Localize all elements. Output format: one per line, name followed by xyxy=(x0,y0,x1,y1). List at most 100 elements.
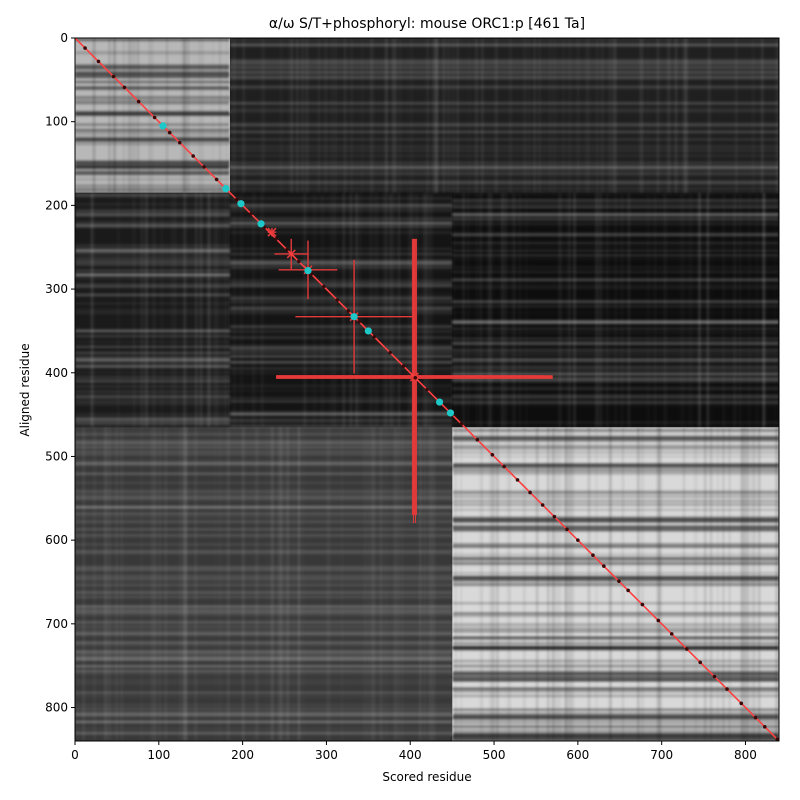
stripe-1-95 xyxy=(452,733,779,736)
vstripe-1-3 xyxy=(460,427,462,741)
stripe-4-2 xyxy=(230,372,453,374)
stripe-1-82 xyxy=(452,646,779,650)
stripe-4-12 xyxy=(230,367,453,370)
vstripe-5-25 xyxy=(462,192,465,428)
stripe-2-18 xyxy=(75,704,453,706)
vstripe-3-14 xyxy=(334,38,337,193)
vstripe-2-25 xyxy=(424,427,426,741)
stripe-0-1 xyxy=(75,192,231,195)
vstripe-3-81 xyxy=(305,38,307,193)
stripe-4-8 xyxy=(230,266,453,269)
cyan-point-0 xyxy=(159,122,167,130)
stripe-4-54 xyxy=(230,252,453,256)
vstripe-1-18 xyxy=(595,427,597,741)
diag-dot xyxy=(528,490,532,495)
stripe-3-3 xyxy=(230,87,779,89)
stripe-2-92 xyxy=(75,591,453,594)
vstripe-3-26 xyxy=(640,38,642,193)
vstripe-3-30 xyxy=(481,38,483,193)
vstripe-3-62 xyxy=(233,38,236,193)
stripe-4-15 xyxy=(230,356,453,358)
stripe-6-54 xyxy=(75,400,231,403)
vstripe-2-42 xyxy=(380,427,382,741)
stripe-1-38 xyxy=(452,464,779,466)
vstripe-1-27 xyxy=(492,427,495,741)
stripe-6-44 xyxy=(75,380,231,383)
stripe-4-67 xyxy=(230,330,453,333)
stripe-1-29 xyxy=(452,509,779,510)
vstripe-0-22 xyxy=(212,38,214,193)
stripe-1-62 xyxy=(452,521,779,523)
vstripe-5-23 xyxy=(665,192,667,428)
vstripe-1-48 xyxy=(741,427,744,741)
vstripe-3-58 xyxy=(563,38,565,193)
stripe-6-64 xyxy=(75,260,231,264)
vstripe-2-13 xyxy=(367,427,369,741)
stripe-1-45 xyxy=(452,509,779,511)
vstripe-3-52 xyxy=(452,38,454,193)
x-tick-label: 0 xyxy=(71,748,79,762)
stripe-2-56 xyxy=(75,669,453,673)
stripe-4-35 xyxy=(230,347,453,351)
stripe-3-5 xyxy=(230,65,779,68)
vstripe-5-43 xyxy=(774,192,776,428)
vstripe-2-45 xyxy=(293,427,295,741)
stripe-2-80 xyxy=(75,650,453,654)
stripe-3-41 xyxy=(230,168,779,172)
vstripe-2-22 xyxy=(326,427,328,741)
vstripe-1-23 xyxy=(775,427,778,741)
stripe-1-66 xyxy=(452,664,779,668)
diag-dot xyxy=(96,59,101,64)
vstripe-3-77 xyxy=(304,38,306,193)
x-tick-label: 500 xyxy=(483,748,506,762)
stripe-4-61 xyxy=(230,401,453,403)
stripe-2-26 xyxy=(75,573,453,576)
stripe-3-19 xyxy=(230,108,779,110)
vstripe-1-24 xyxy=(508,427,511,741)
vstripe-3-25 xyxy=(685,38,688,193)
stripe-1-39 xyxy=(452,553,779,556)
stripe-2-50 xyxy=(75,491,453,494)
diag-dot xyxy=(502,464,506,469)
vstripe-3-87 xyxy=(553,38,554,193)
vstripe-5-52 xyxy=(569,192,570,428)
stripe-2-72 xyxy=(75,707,453,710)
vstripe-2-26 xyxy=(76,427,78,741)
stripe-6-47 xyxy=(75,335,231,336)
vstripe-2-17 xyxy=(394,427,396,741)
vstripe-1-29 xyxy=(547,427,550,741)
vstripe-5-2 xyxy=(526,192,527,428)
vstripe-3-39 xyxy=(426,38,429,193)
vstripe-4-29 xyxy=(383,192,385,428)
vstripe-2-11 xyxy=(270,427,273,741)
stripe-6-0 xyxy=(75,364,231,368)
stripe-4-42 xyxy=(230,420,453,423)
stripe-2-62 xyxy=(75,439,453,442)
stripe-4-33 xyxy=(230,284,453,288)
x-tick-label: 800 xyxy=(734,748,757,762)
stripe-2-5 xyxy=(75,655,453,658)
cyan-point-6 xyxy=(364,327,372,335)
stripe-2-59 xyxy=(75,433,453,436)
stripe-2-27 xyxy=(75,611,453,614)
diag-dot xyxy=(322,284,326,289)
stripe-1-37 xyxy=(452,572,779,574)
stripe-2-38 xyxy=(75,640,453,643)
vstripe-2-59 xyxy=(107,427,109,741)
vstripe-5-53 xyxy=(480,192,481,428)
vstripe-3-9 xyxy=(446,38,447,193)
vstripe-5-21 xyxy=(762,192,765,428)
vstripe-3-66 xyxy=(538,38,541,193)
vstripe-6-10 xyxy=(213,192,216,428)
stripe-1-51 xyxy=(452,648,779,651)
vstripe-1-0 xyxy=(552,427,554,741)
stripe-3-43 xyxy=(230,59,779,60)
stripe-4-20 xyxy=(230,385,453,387)
stripe-2-15 xyxy=(75,482,453,484)
diag-dot xyxy=(565,527,569,532)
vstripe-2-33 xyxy=(159,427,161,741)
vstripe-5-47 xyxy=(707,192,708,428)
vstripe-2-20 xyxy=(341,427,343,741)
vstripe-5-35 xyxy=(748,192,750,428)
x-tick-label: 300 xyxy=(315,748,338,762)
